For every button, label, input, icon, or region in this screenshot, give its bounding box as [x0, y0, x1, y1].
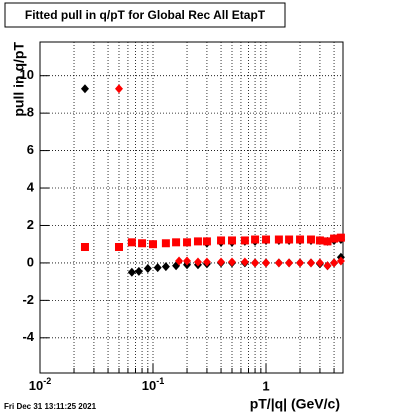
point — [274, 235, 283, 244]
point — [251, 235, 260, 244]
point — [161, 262, 170, 272]
point — [240, 236, 249, 245]
point — [183, 256, 192, 266]
point — [202, 237, 211, 246]
point — [153, 263, 162, 273]
point — [336, 233, 345, 242]
title-box — [4, 2, 286, 28]
point — [274, 258, 283, 268]
x-tick-power: -2 — [43, 376, 51, 386]
y-tick-label: 0 — [27, 254, 34, 269]
point — [217, 236, 226, 245]
x-tick-power: -1 — [156, 376, 164, 386]
point — [193, 257, 202, 267]
point — [114, 84, 123, 94]
timestamp: Fri Dec 31 13:11:25 2021 — [4, 402, 97, 411]
point — [127, 267, 136, 277]
point — [138, 239, 147, 248]
point — [193, 237, 202, 246]
point — [262, 258, 271, 268]
point — [202, 257, 211, 267]
point — [315, 236, 324, 245]
point — [296, 258, 305, 268]
point — [80, 84, 89, 94]
point — [149, 240, 158, 249]
y-axis-title: pull in q/pT — [11, 42, 27, 117]
point — [306, 258, 315, 268]
point — [172, 238, 181, 247]
point — [330, 258, 339, 268]
y-tick-label: -4 — [22, 329, 34, 344]
point — [143, 264, 152, 274]
point — [306, 235, 315, 244]
point — [323, 261, 332, 271]
point — [134, 266, 143, 276]
point — [285, 235, 294, 244]
point — [240, 257, 249, 267]
point — [127, 238, 136, 247]
y-tick-label: 8 — [27, 105, 34, 120]
point — [161, 239, 170, 248]
x-tick-label: 1 — [262, 378, 269, 393]
plot-frame — [39, 41, 344, 374]
x-axis-title: pT/|q| (GeV/c) — [250, 396, 340, 412]
point — [183, 238, 192, 247]
x-tick-label: 10-2 — [29, 376, 51, 393]
point — [227, 236, 236, 245]
point — [296, 235, 305, 244]
y-tick-label: 2 — [27, 217, 34, 232]
x-tick-base: 10 — [29, 378, 43, 393]
point — [80, 243, 89, 252]
x-tick-label: 10-1 — [142, 376, 164, 393]
point — [336, 256, 345, 266]
point — [262, 235, 271, 244]
y-tick-label: 4 — [27, 179, 35, 194]
point — [175, 256, 184, 266]
y-tick-label: -2 — [22, 292, 34, 307]
point — [114, 243, 123, 252]
point — [323, 237, 332, 246]
point — [330, 234, 339, 243]
point — [285, 258, 294, 268]
point — [251, 258, 260, 268]
y-tick-label: 6 — [27, 142, 34, 157]
x-tick-base: 10 — [142, 378, 156, 393]
point — [217, 257, 226, 267]
point — [315, 258, 324, 268]
y-tick-label: 10 — [20, 67, 34, 82]
chart-title: Fitted pull in q/pT for Global Rec All E… — [25, 8, 266, 22]
point — [227, 257, 236, 267]
